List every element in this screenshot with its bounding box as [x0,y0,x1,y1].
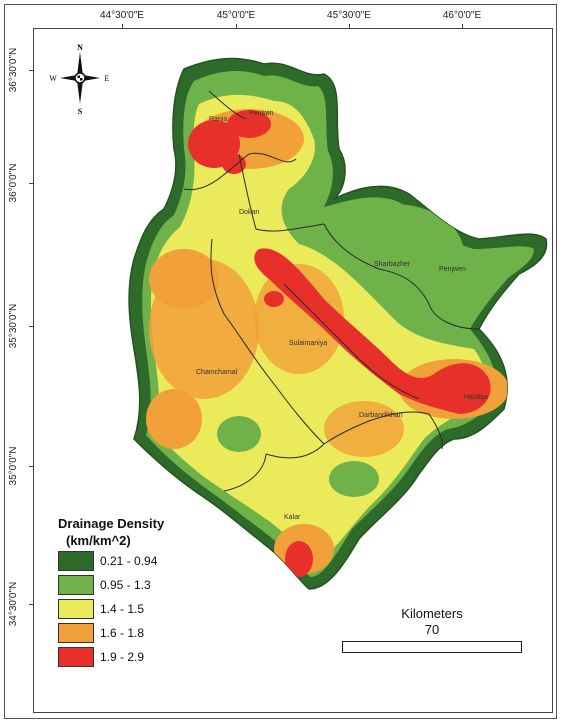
legend-label: 1.4 - 1.5 [100,602,145,616]
district-label: Penjwin [249,110,274,117]
scale-bar-graphic [342,641,522,653]
compass-e: E [105,74,110,83]
district-label: Dokan [239,209,259,216]
legend-swatch [58,599,94,619]
longitude-tickmark [349,24,350,29]
district-label: Sharbazher [374,261,411,268]
latitude-tickmark [29,70,34,71]
district-label: Sulaimaniya [289,340,327,347]
longitude-tick: 45°30'0"E [327,10,371,21]
longitude-tickmark [122,24,123,29]
legend-item: 1.6 - 1.8 [58,621,258,645]
longitude-tick: 46°0'0"E [442,10,482,21]
latitude-tick: 34°30'0"N [8,581,19,627]
legend-title: Drainage Density [58,516,165,531]
legend-swatch [58,551,94,571]
compass-n: N [77,43,83,52]
legend-item: 1.9 - 2.9 [58,645,258,669]
compass-s: S [78,107,83,116]
compass-w: W [49,74,57,83]
legend-item: 0.95 - 1.3 [58,573,258,597]
map-panel: Rania Penjwin Dokan Sharbazher Penjwen S… [33,28,553,713]
legend-label: 1.9 - 2.9 [100,650,145,664]
latitude-tickmark [29,183,34,184]
district-label: Penjwen [439,266,466,273]
latitude-tick: 36°30'0"N [8,47,19,93]
district-label: Kalar [284,514,301,521]
scale-value: 70 [424,622,440,637]
scale-units: Kilometers [401,606,463,621]
longitude-tickmark [236,24,237,29]
latitude-tick: 35°30'0"N [8,303,19,349]
legend-subtitle: (km/km^2) [66,533,131,548]
legend-label: 1.6 - 1.8 [100,626,145,640]
compass-rose-icon: N S W E [49,43,110,116]
north-arrow: N S W E [48,42,112,116]
longitude-tick: 45°0'0"E [216,10,256,21]
density-zones [142,70,534,577]
legend-swatch [58,623,94,643]
latitude-tickmark [29,604,34,605]
district-label: Halabja [464,394,488,401]
longitude-tick: 44°30'0"E [100,10,144,21]
drainage-density-map: Rania Penjwin Dokan Sharbazher Penjwen S… [128,57,548,590]
legend-label: 0.21 - 0.94 [100,554,158,568]
legend-label: 0.95 - 1.3 [100,578,151,592]
latitude-tickmark [29,466,34,467]
legend-item: 1.4 - 1.5 [58,597,258,621]
legend-swatch [58,647,94,667]
district-boundaries [183,90,480,492]
legend-swatch [58,575,94,595]
district-label: Chamchamal [196,369,238,376]
latitude-tickmark [29,326,34,327]
longitude-tickmark [462,24,463,29]
district-label: Rania [209,116,227,123]
scale-bar: Kilometers 70 [342,606,522,653]
legend-item: 0.21 - 0.94 [58,549,258,573]
latitude-tick: 36°0'0"N [8,163,19,203]
legend: Drainage Density (km/km^2) 0.21 - 0.94 0… [58,515,258,669]
district-label: Darbandikhan [359,412,403,419]
latitude-tick: 35°0'0"N [8,446,19,486]
